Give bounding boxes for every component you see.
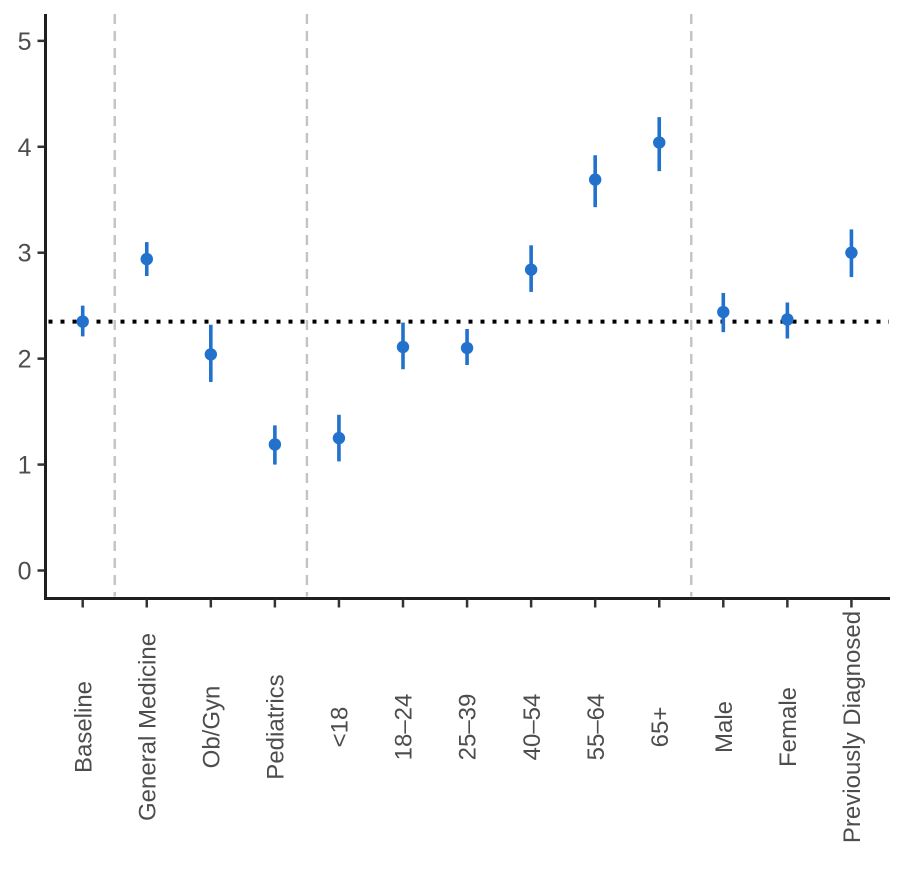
x-tick-label-3: Pediatrics (263, 674, 290, 779)
x-tick-label-4: <18 (327, 707, 354, 748)
x-tick-label-0: Baseline (70, 681, 97, 773)
point-marker-6 (460, 341, 474, 355)
point-marker-5 (396, 340, 410, 354)
x-tick-label-2: Ob/Gyn (198, 686, 225, 769)
x-tick-label-8: 55–64 (583, 694, 610, 761)
y-tick-label-5: 5 (18, 28, 32, 56)
point-marker-8 (588, 173, 602, 186)
pointrange-12 (845, 229, 858, 278)
point-marker-11 (781, 313, 794, 326)
x-tick-label-7: 40–54 (519, 694, 546, 761)
x-tick-label-5: 18–24 (391, 694, 418, 761)
pointrange-0 (76, 305, 89, 337)
point-marker-4 (332, 431, 346, 445)
pointrange-11 (781, 302, 794, 339)
pointrange-8 (588, 155, 602, 208)
point-marker-7 (524, 263, 538, 276)
pointrange-9 (653, 117, 666, 172)
y-tick-label-0: 0 (18, 558, 32, 586)
x-tick-label-9: 65+ (647, 707, 674, 748)
y-tick-label-1: 1 (18, 452, 32, 480)
y-tick-label-4: 4 (18, 134, 32, 162)
pointrange-5 (396, 322, 410, 370)
pointrange-3 (268, 425, 282, 465)
point-marker-9 (653, 136, 666, 149)
pointrange-4 (332, 414, 346, 462)
y-tick-label-3: 3 (18, 240, 32, 268)
point-marker-12 (845, 246, 858, 259)
point-marker-0 (76, 315, 89, 328)
x-tick-label-6: 25–39 (455, 694, 482, 761)
point-marker-3 (268, 438, 282, 451)
y-tick-label-2: 2 (18, 346, 32, 374)
pointrange-10 (717, 292, 730, 333)
point-marker-1 (140, 252, 153, 266)
pointrange-2 (204, 324, 218, 382)
x-tick-label-10: Male (711, 701, 738, 753)
pointrange-6 (460, 328, 474, 365)
pointrange-1 (140, 242, 153, 277)
x-tick-label-11: Female (775, 687, 802, 767)
x-tick-label-1: General Medicine (134, 633, 161, 821)
x-tick-label-12: Previously Diagnosed (839, 611, 866, 843)
point-marker-10 (717, 305, 730, 319)
point-marker-2 (204, 348, 218, 361)
pointrange-7 (524, 245, 538, 292)
